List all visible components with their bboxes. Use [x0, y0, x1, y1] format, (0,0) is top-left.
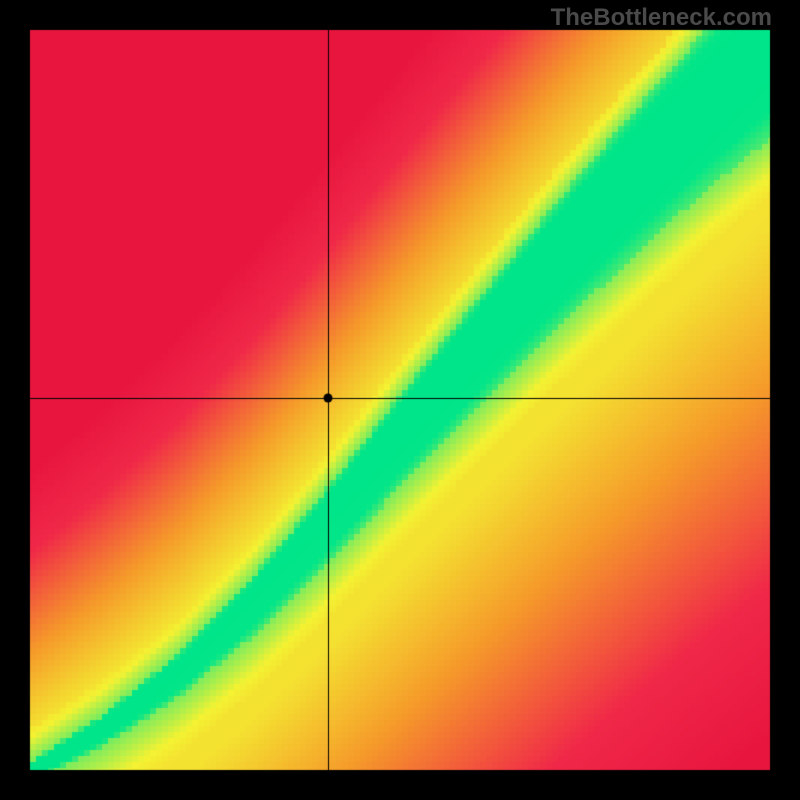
- watermark-label: TheBottleneck.com: [551, 4, 772, 32]
- chart-container: TheBottleneck.com: [0, 0, 800, 800]
- bottleneck-heatmap: [0, 0, 800, 800]
